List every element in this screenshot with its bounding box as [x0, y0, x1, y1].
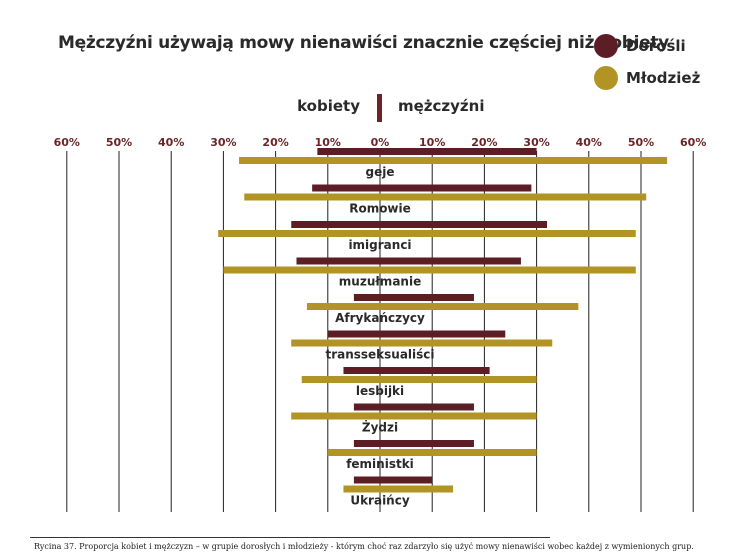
tick-label: 60% [680, 136, 706, 149]
tick-label: 30% [523, 136, 549, 149]
bar-dorosli [312, 184, 532, 192]
category-label: Żydzi [362, 420, 398, 435]
bar-mlodziez [343, 485, 454, 493]
category-label: muzułmanie [339, 275, 421, 289]
category-label: Afrykańczycy [335, 311, 425, 325]
bar-dorosli [317, 148, 537, 155]
legend-item-dorosli: Dorośli [594, 30, 700, 62]
category-label: feministki [346, 457, 414, 471]
tick-label: 0% [371, 136, 390, 149]
tick-label: 30% [210, 136, 236, 149]
tick-label: 40% [158, 136, 184, 149]
bar-dorosli [353, 440, 474, 447]
legend-label-dorosli: Dorośli [626, 37, 686, 55]
category-label: Ukraińcy [350, 494, 410, 508]
category-label: geje [366, 165, 395, 179]
chart-title: Mężczyźni używają mowy nienawiści znaczn… [58, 33, 669, 53]
tick-label: 40% [576, 136, 602, 149]
bar-dorosli [353, 294, 474, 301]
bar-mlodziez [306, 303, 579, 310]
category-label: Romowie [349, 202, 411, 216]
tick-label: 20% [471, 136, 497, 149]
caption-rule [30, 537, 550, 538]
gender-split-header: kobiety mężczyźni [0, 94, 747, 124]
tick-label: 10% [315, 136, 341, 149]
bar-dorosli [343, 367, 490, 374]
bar-mlodziez [301, 376, 537, 383]
category-label: imigranci [348, 238, 411, 252]
tick-label: 10% [419, 136, 445, 149]
split-label-mezczyzni: mężczyźni [398, 97, 485, 115]
tick-label: 50% [628, 136, 654, 149]
bar-dorosli [291, 221, 548, 228]
bar-dorosli [327, 330, 506, 338]
bar-dorosli [353, 476, 433, 484]
legend-label-mlodziez: Młodzież [626, 69, 701, 87]
bar-mlodziez [244, 193, 647, 201]
bar-dorosli [296, 257, 521, 265]
split-label-kobiety: kobiety [297, 97, 360, 115]
bar-dorosli [353, 403, 474, 411]
bar-mlodziez [218, 230, 636, 237]
legend-swatch-mlodziez [594, 66, 618, 90]
tick-label: 20% [262, 136, 288, 149]
tick-label: 60% [54, 136, 80, 149]
chart-legend: Dorośli Młodzież [594, 30, 700, 94]
bar-mlodziez [223, 266, 636, 274]
legend-item-mlodziez: Młodzież [594, 62, 700, 94]
bar-mlodziez [327, 449, 537, 456]
legend-swatch-dorosli [594, 34, 618, 58]
category-label: lesbijki [356, 384, 404, 398]
category-label: transseksualiści [325, 348, 434, 362]
split-divider [377, 94, 382, 122]
bar-mlodziez [291, 339, 553, 347]
tick-label: 50% [106, 136, 132, 149]
bar-mlodziez [291, 412, 537, 420]
bar-mlodziez [239, 157, 668, 164]
figure-caption: Rycina 37. Proporcja kobiet i mężczyzn –… [34, 542, 694, 551]
